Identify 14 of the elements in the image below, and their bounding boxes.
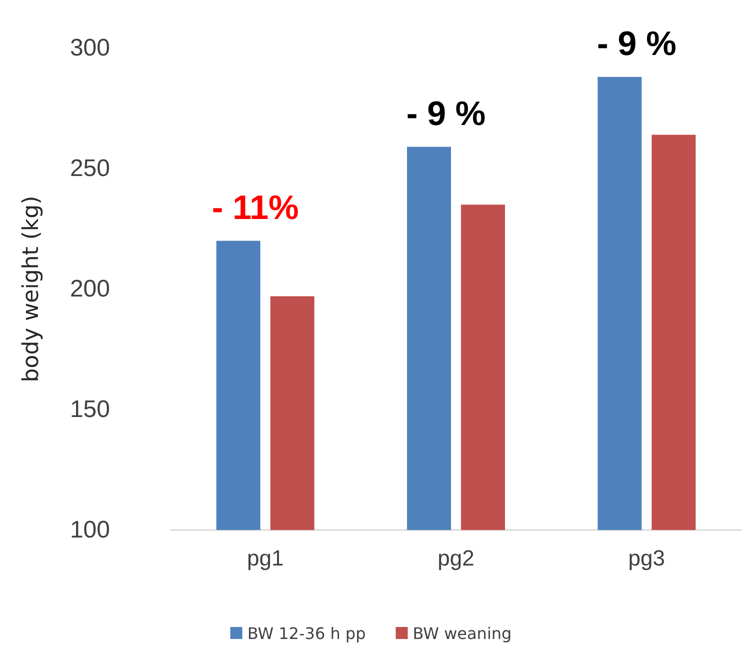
x-tick-label: pg1 [246,546,284,571]
annotation: - 9 % [406,94,486,133]
y-tick-label: 300 [70,34,110,62]
annotation: - 11% [212,188,299,227]
y-tick-label: 100 [70,516,110,544]
x-tick-label: pg3 [628,546,666,571]
y-tick-label: 250 [70,155,110,182]
y-tick-label: 150 [70,396,110,424]
legend-label: BW 12-36 h pp [247,624,366,643]
y-axis-title: body weight (kg) [19,196,44,382]
annotation: - 9 % [596,24,676,63]
legend-label: BW weaning [412,624,512,643]
x-tick-label: pg2 [438,546,474,571]
y-tick-label: 200 [70,276,110,303]
